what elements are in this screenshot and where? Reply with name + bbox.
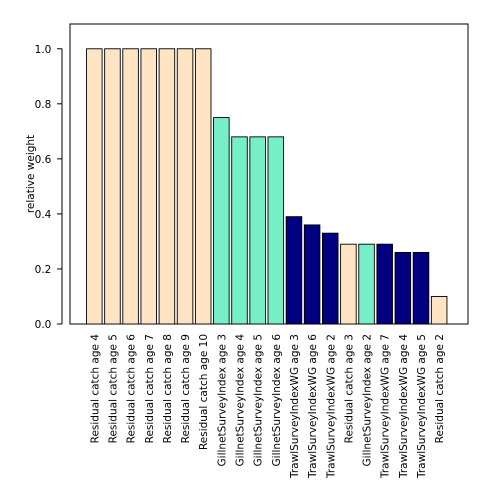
bar xyxy=(249,136,266,325)
y-tick-label: 0.2 xyxy=(35,264,52,276)
bar xyxy=(176,48,194,325)
x-tick-label: TrawlSurveyIndexWG age 5 xyxy=(416,334,428,479)
y-tick-label: 0.6 xyxy=(35,154,52,166)
bar xyxy=(231,136,248,325)
x-tick-label: GillnetSurveyIndex age 4 xyxy=(235,334,247,467)
x-tick-label: TrawlSurveyIndexWG age 4 xyxy=(398,334,410,479)
y-tick-label: 0.8 xyxy=(35,99,52,111)
x-tick-label: GillnetSurveyIndex age 2 xyxy=(362,334,374,466)
bar xyxy=(194,48,212,325)
y-axis: 0.0 0.2 0.4 0.6 0.8 1.0 xyxy=(35,44,63,331)
x-tick-label: GillnetSurveyIndex age 6 xyxy=(271,334,283,467)
x-tick-label: Residual catch age 3 xyxy=(343,334,355,443)
x-tick-label: TrawlSurveyIndexWG age 3 xyxy=(289,334,301,479)
x-tick-label: Residual catch age 6 xyxy=(126,334,138,444)
x-tick-labels: Residual catch age 4 Residual catch age 5… xyxy=(89,334,446,479)
x-tick-label: TrawlSurveyIndexWG age 6 xyxy=(307,334,319,479)
bar xyxy=(358,243,375,325)
bar xyxy=(86,48,103,325)
y-tick-label: 1.0 xyxy=(35,44,52,56)
bar xyxy=(140,48,157,325)
x-tick-label: GillnetSurveyIndex age 3 xyxy=(216,334,228,466)
bars-group xyxy=(86,48,448,325)
bar xyxy=(158,48,176,325)
x-tick-label: GillnetSurveyIndex age 5 xyxy=(253,334,265,466)
bar xyxy=(303,224,321,325)
bar xyxy=(122,48,139,325)
bar xyxy=(412,251,430,325)
bar xyxy=(430,296,448,325)
x-tick-label: Residual catch age 2 xyxy=(434,334,446,443)
y-axis-label: relative weight xyxy=(25,135,37,213)
x-tick-label: Residual catch age 4 xyxy=(89,334,101,444)
bar xyxy=(322,232,339,325)
x-tick-label: TrawlSurveyIndexWG age 2 xyxy=(325,334,337,479)
x-tick-label: Residual catch age 9 xyxy=(180,334,192,443)
y-tick-label: 0.4 xyxy=(35,209,52,221)
x-tick-label: Residual catch age 8 xyxy=(162,334,174,443)
x-tick-label: Residual catch age 10 xyxy=(198,334,210,450)
x-tick-label: Residual catch age 7 xyxy=(144,334,156,443)
bar xyxy=(267,136,285,325)
bar xyxy=(394,251,412,325)
bar xyxy=(376,243,393,325)
y-tick-label: 0.0 xyxy=(35,319,52,331)
bar xyxy=(104,48,121,325)
x-tick-label: TrawlSurveyIndexWG age 7 xyxy=(380,334,392,479)
bar xyxy=(213,117,230,325)
x-tick-label: Residual catch age 5 xyxy=(107,334,119,443)
bar xyxy=(340,243,357,325)
bar xyxy=(285,216,303,325)
